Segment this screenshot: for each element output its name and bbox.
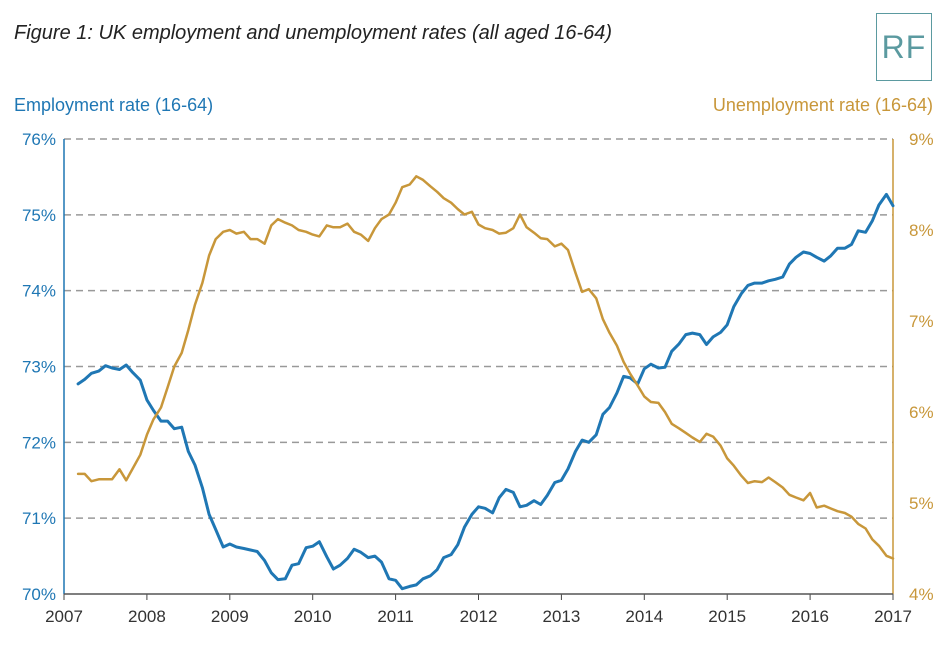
series-lines (76, 175, 895, 591)
x-tick-label: 2007 (45, 607, 83, 626)
left-tick-label: 74% (22, 282, 56, 301)
right-tick-label: 8% (909, 221, 934, 240)
left-tick-label: 75% (22, 206, 56, 225)
left-axis-label: Employment rate (16-64) (14, 95, 214, 115)
logo-text: RF (881, 28, 927, 65)
unemployment-rate-line (76, 175, 895, 560)
left-tick-label: 73% (22, 358, 56, 377)
x-tick-label: 2014 (625, 607, 663, 626)
axes (63, 139, 894, 600)
left-tick-label: 72% (22, 433, 56, 452)
x-tick-label: 2010 (294, 607, 332, 626)
x-tick-label: 2013 (542, 607, 580, 626)
x-tick-labels: 2007 2008 2009 2010 2011 2012 2013 2014 2015 2016… (45, 607, 912, 626)
right-tick-label: 9% (909, 130, 934, 149)
right-axis-label: Unemployment rate (16-64) (712, 95, 933, 115)
left-tick-labels: 70% 71% 72% 73% 74% 75% 76% (22, 130, 56, 604)
x-tick-label: 2017 (874, 607, 912, 626)
employment-rate-line (76, 192, 895, 591)
left-tick-label: 76% (22, 130, 56, 149)
right-tick-label: 5% (909, 494, 934, 513)
rf-logo: RF (876, 13, 932, 81)
x-tick-label: 2008 (128, 607, 166, 626)
right-tick-label: 4% (909, 585, 934, 604)
x-tick-label: 2012 (460, 607, 498, 626)
right-tick-label: 6% (909, 403, 934, 422)
left-tick-label: 71% (22, 509, 56, 528)
right-tick-label: 7% (909, 312, 934, 331)
x-tick-label: 2016 (791, 607, 829, 626)
left-tick-label: 70% (22, 585, 56, 604)
chart-title: Figure 1: UK employment and unemployment… (14, 22, 613, 44)
gridlines (64, 138, 893, 519)
x-tick-label: 2009 (211, 607, 249, 626)
x-tick-label: 2011 (377, 607, 414, 626)
right-tick-labels: 4% 5% 6% 7% 8% 9% (909, 130, 934, 604)
x-tick-label: 2015 (708, 607, 746, 626)
